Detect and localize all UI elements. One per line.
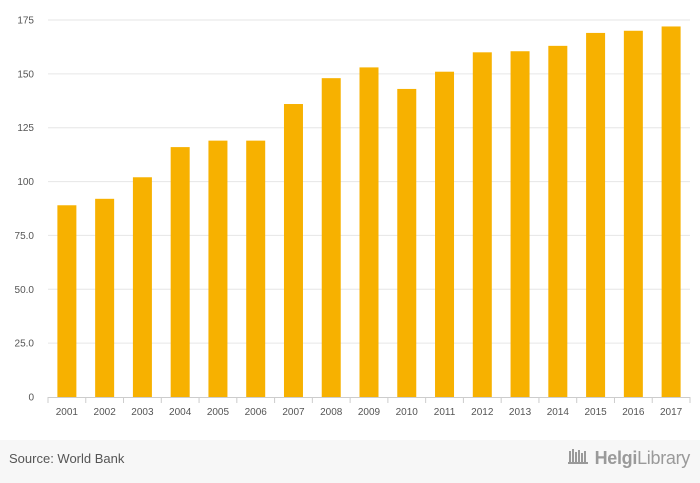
y-tick-label: 0 [28, 393, 34, 404]
x-tick-label: 2001 [56, 407, 79, 418]
bar-2016[interactable] [623, 30, 643, 398]
bar-2011[interactable] [435, 71, 455, 398]
bar-2017[interactable] [661, 26, 681, 397]
x-tick-label: 2004 [169, 407, 192, 418]
y-tick-label: 175 [17, 16, 34, 27]
y-tick-label: 150 [17, 69, 34, 80]
bar-2010[interactable] [397, 88, 417, 398]
brand-logo: HelgiLibrary [567, 448, 691, 469]
bar-2008[interactable] [321, 78, 341, 397]
y-axis-ticks: 0 25.0 50.0 75.0 100 125 150 175 [15, 16, 35, 404]
bar-2013[interactable] [510, 51, 530, 397]
y-tick-label: 75.0 [15, 231, 35, 242]
x-tick-label: 2006 [245, 407, 268, 418]
x-tick-label: 2013 [509, 407, 532, 418]
y-tick-label: 50.0 [15, 285, 35, 296]
x-tick-label: 2010 [396, 407, 419, 418]
bars [57, 26, 681, 398]
x-tick-label: 2015 [584, 407, 607, 418]
x-tick-label: 2016 [622, 407, 645, 418]
bar-2012[interactable] [472, 52, 492, 398]
brand-name: HelgiLibrary [594, 448, 691, 468]
x-tick-label: 2012 [471, 407, 494, 418]
y-tick-label: 100 [17, 177, 34, 188]
y-tick-label: 25.0 [15, 339, 35, 350]
x-tick-label: 2014 [547, 407, 570, 418]
bar-2006[interactable] [246, 140, 266, 397]
chart-footer: Source: World Bank HelgiLibrary [0, 440, 700, 483]
x-tick-label: 2002 [94, 407, 117, 418]
y-tick-label: 125 [17, 123, 34, 134]
x-tick-label: 2009 [358, 407, 381, 418]
bar-2004[interactable] [170, 147, 190, 397]
bar-2001[interactable] [57, 205, 77, 397]
bar-2009[interactable] [359, 67, 379, 397]
x-tick-label: 2007 [282, 407, 305, 418]
bar-2005[interactable] [208, 140, 228, 397]
x-tick-label: 2003 [131, 407, 154, 418]
bar-2015[interactable] [586, 32, 606, 397]
x-axis: 2001 2002 2003 2004 2005 2006 2007 2008 2009 2010… [47, 397, 691, 418]
bar-2007[interactable] [283, 104, 303, 397]
bar-2003[interactable] [132, 177, 152, 397]
source-note: Source: World Bank [9, 451, 125, 466]
x-tick-label: 2008 [320, 407, 343, 418]
x-tick-label: 2011 [434, 407, 456, 418]
x-tick-label: 2017 [660, 407, 683, 418]
bar-2014[interactable] [548, 45, 568, 397]
x-tick-label: 2005 [207, 407, 230, 418]
library-logo-icon [567, 448, 590, 469]
bar-2002[interactable] [95, 198, 115, 397]
